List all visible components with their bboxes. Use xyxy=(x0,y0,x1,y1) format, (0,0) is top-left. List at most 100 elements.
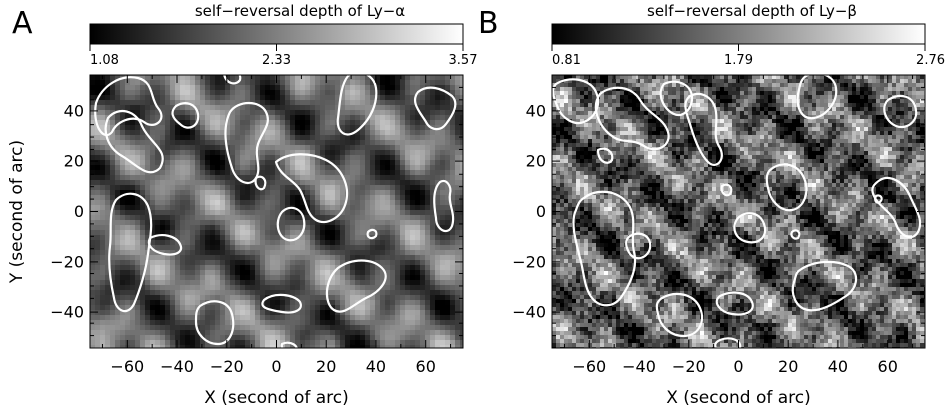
heatmap-cell xyxy=(255,310,260,315)
heatmap-cell xyxy=(385,185,390,190)
heatmap-cell xyxy=(884,79,888,83)
heatmap-cell xyxy=(450,190,455,195)
heatmap-cell xyxy=(460,290,463,295)
heatmap-cell xyxy=(560,83,564,87)
heatmap-cell xyxy=(120,270,125,275)
heatmap-cell xyxy=(450,180,455,185)
heatmap-cell xyxy=(320,95,325,100)
heatmap-cell xyxy=(560,103,564,107)
heatmap-cell xyxy=(150,165,155,170)
heatmap-cell xyxy=(150,225,155,230)
heatmap-cell xyxy=(295,180,300,185)
heatmap-cell xyxy=(445,75,450,80)
heatmap-cell xyxy=(455,345,460,348)
heatmap-cell xyxy=(310,100,315,105)
heatmap-cell xyxy=(415,245,420,250)
heatmap-cell xyxy=(285,105,290,110)
heatmap-cell xyxy=(395,280,400,285)
heatmap-cell xyxy=(772,91,776,95)
heatmap-cell xyxy=(330,330,335,335)
heatmap-cell xyxy=(848,99,852,103)
heatmap-cell xyxy=(225,285,230,290)
heatmap-cell xyxy=(460,300,463,305)
heatmap-cell xyxy=(580,75,584,79)
heatmap-cell xyxy=(405,215,410,220)
heatmap-cell xyxy=(375,275,380,280)
heatmap-cell xyxy=(345,110,350,115)
heatmap-cell xyxy=(195,205,200,210)
heatmap-cell xyxy=(245,115,250,120)
heatmap-cell xyxy=(684,95,688,99)
heatmap-cell xyxy=(852,79,856,83)
heatmap-cell xyxy=(644,75,648,79)
heatmap-cell xyxy=(255,125,260,130)
heatmap-cell xyxy=(445,315,450,320)
heatmap-cell xyxy=(320,85,325,90)
heatmap-cell xyxy=(425,205,430,210)
heatmap-cell xyxy=(185,320,190,325)
heatmap-cell xyxy=(160,125,165,130)
heatmap-cell xyxy=(140,255,145,260)
heatmap-cell xyxy=(375,260,380,265)
heatmap-cell xyxy=(325,275,330,280)
heatmap-cell xyxy=(140,200,145,205)
heatmap-cell xyxy=(816,79,820,83)
heatmap-cell xyxy=(435,165,440,170)
heatmap-cell xyxy=(260,200,265,205)
heatmap-cell xyxy=(165,95,170,100)
heatmap-cell xyxy=(335,85,340,90)
heatmap-cell xyxy=(180,255,185,260)
heatmap-cell xyxy=(435,285,440,290)
heatmap-cell xyxy=(868,95,872,99)
heatmap-cell xyxy=(90,245,95,250)
heatmap-cell xyxy=(125,260,130,265)
heatmap-cell xyxy=(395,90,400,95)
heatmap-cell xyxy=(796,79,800,83)
heatmap-cell xyxy=(450,345,455,348)
heatmap-cell xyxy=(355,90,360,95)
heatmap-cell xyxy=(340,235,345,240)
heatmap-cell xyxy=(290,155,295,160)
heatmap-cell xyxy=(728,83,732,87)
heatmap-cell xyxy=(105,275,110,280)
heatmap-cell xyxy=(250,195,255,200)
heatmap-cell xyxy=(445,310,450,315)
heatmap-cell xyxy=(460,240,463,245)
heatmap-cell xyxy=(724,99,728,103)
heatmap-cell xyxy=(395,175,400,180)
heatmap-cell xyxy=(455,220,460,225)
heatmap-cell xyxy=(120,340,125,345)
heatmap-cell xyxy=(400,320,405,325)
heatmap-cell xyxy=(90,95,95,100)
heatmap-cell xyxy=(812,91,816,95)
heatmap-cell xyxy=(380,315,385,320)
heatmap-cell xyxy=(760,95,764,99)
heatmap-cell xyxy=(300,135,305,140)
heatmap-cell xyxy=(410,90,415,95)
heatmap-cell xyxy=(612,99,616,103)
heatmap-cell xyxy=(170,105,175,110)
heatmap-cell xyxy=(210,280,215,285)
heatmap-cell xyxy=(255,340,260,345)
heatmap-cell xyxy=(150,335,155,340)
heatmap-cell xyxy=(390,235,395,240)
heatmap-cell xyxy=(210,250,215,255)
heatmap-cell xyxy=(736,83,740,87)
heatmap-cell xyxy=(300,245,305,250)
heatmap-cell xyxy=(105,170,110,175)
heatmap-cell xyxy=(125,140,130,145)
heatmap-cell xyxy=(190,295,195,300)
heatmap-cell xyxy=(90,290,95,295)
heatmap-cell xyxy=(250,80,255,85)
heatmap-cell xyxy=(125,130,130,135)
heatmap-cell xyxy=(430,255,435,260)
heatmap-cell xyxy=(450,75,455,80)
heatmap-cell xyxy=(310,310,315,315)
heatmap-cell xyxy=(868,83,872,87)
heatmap-cell xyxy=(360,175,365,180)
heatmap-cell xyxy=(125,100,130,105)
heatmap-cell xyxy=(140,185,145,190)
heatmap-cell xyxy=(135,140,140,145)
heatmap-cell xyxy=(200,295,205,300)
heatmap-cell xyxy=(844,103,848,107)
